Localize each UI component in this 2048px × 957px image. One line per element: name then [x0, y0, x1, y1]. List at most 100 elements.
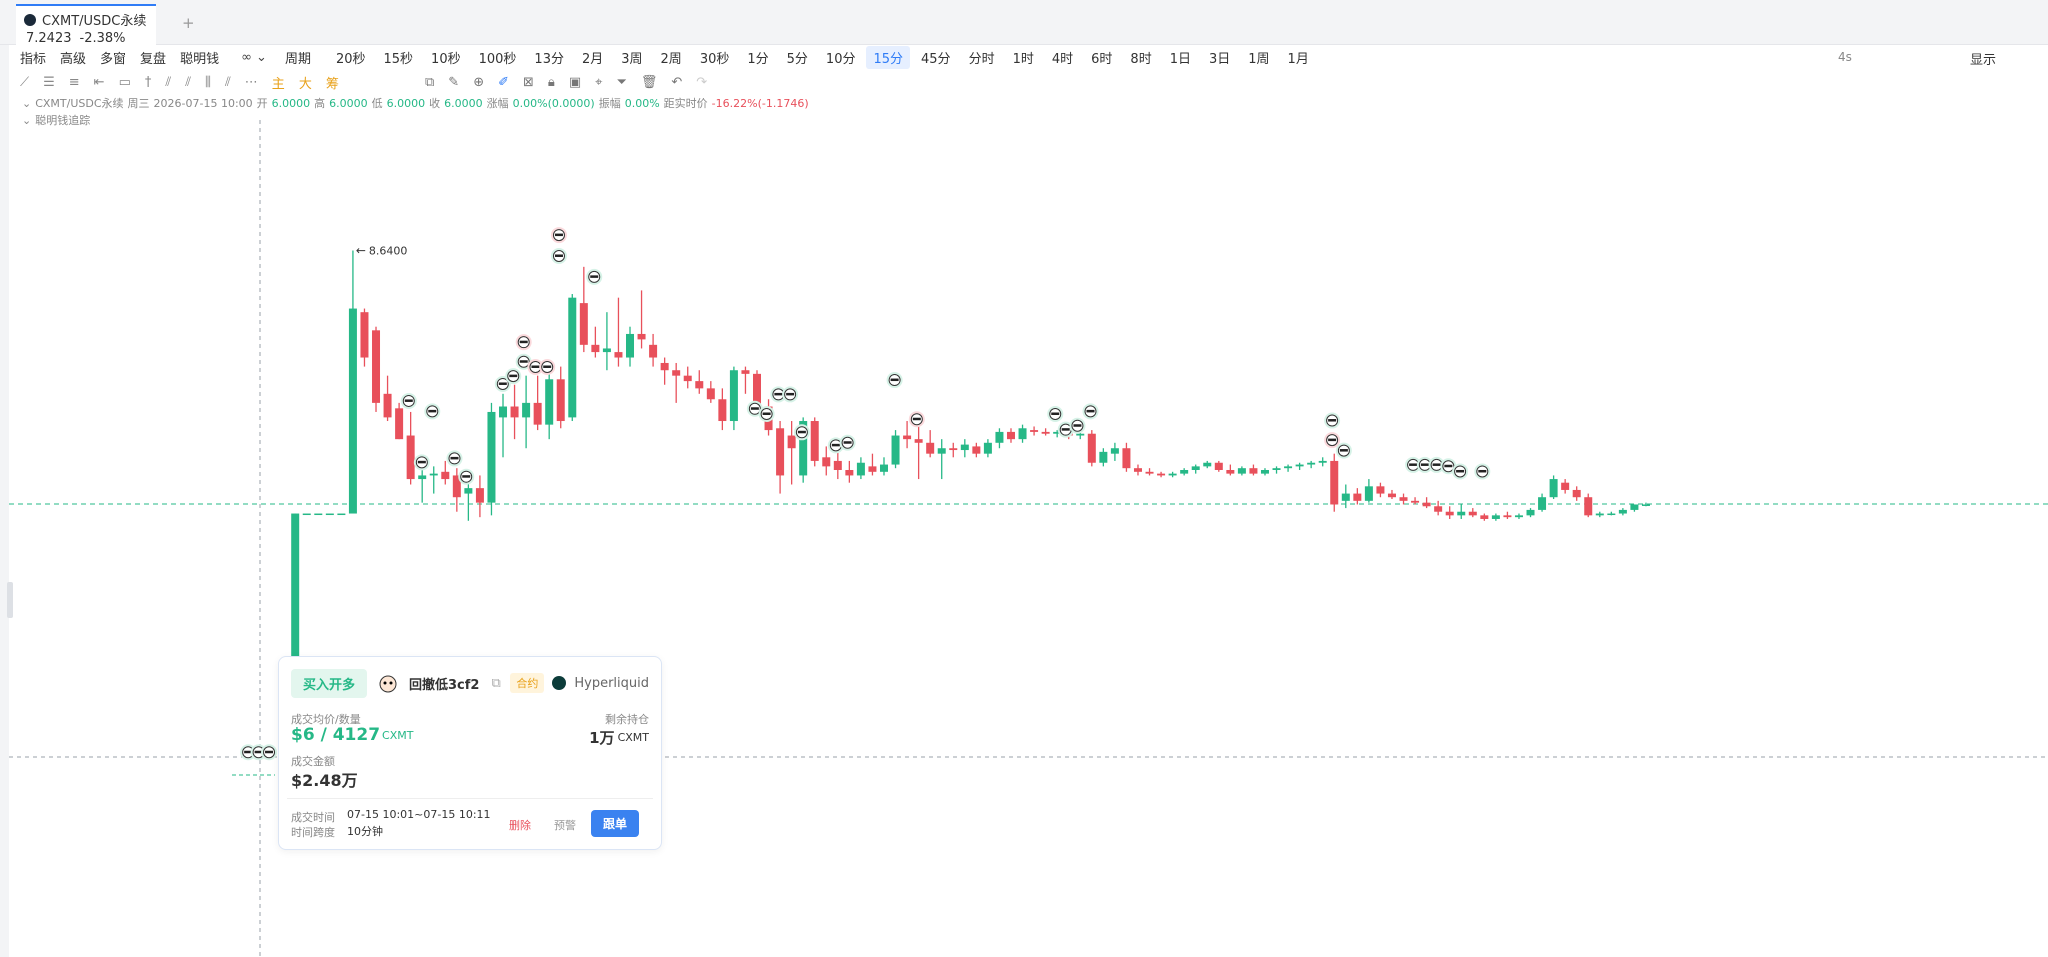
draw-tool[interactable]: 大 — [298, 76, 312, 92]
action: 买入开多 — [291, 669, 368, 698]
trader[interactable]: 回撤低3cf2 — [409, 678, 480, 693]
tool[interactable]: 指标 — [20, 51, 47, 67]
icon-eyes — [509, 374, 518, 378]
period[interactable]: 1分 — [747, 51, 769, 67]
alert-button[interactable]: 预警 — [554, 819, 576, 832]
candle-body — [1030, 430, 1039, 432]
period[interactable]: 20秒 — [335, 51, 366, 67]
trader-icon — [1047, 406, 1064, 423]
tool[interactable]: 复盘 — [140, 51, 167, 67]
icon-eyes — [1328, 438, 1337, 442]
period[interactable]: 30秒 — [699, 51, 730, 67]
time: 07-15 10:01~07-15 10:11 — [347, 808, 491, 821]
period[interactable]: 2周 — [660, 51, 682, 67]
candle-body — [441, 471, 450, 480]
symbol-tab[interactable]: CXMT/USDC永续 7.2423 -2.38% — [16, 4, 156, 46]
candle-body — [903, 435, 912, 440]
smart-money[interactable]: 聪明钱追踪 — [35, 114, 91, 127]
icon-eyes — [1478, 469, 1487, 473]
candle-body — [1226, 469, 1235, 474]
candle-body — [1353, 493, 1362, 501]
candle-body — [348, 308, 357, 514]
add-tab[interactable]: + — [182, 14, 195, 32]
follow-button[interactable]: 跟单 — [591, 810, 640, 837]
period[interactable]: 3日 — [1208, 51, 1231, 67]
unit: CXMT — [617, 731, 649, 744]
icon-eyes — [1073, 424, 1082, 427]
draw-tool[interactable]: 主 — [271, 76, 285, 92]
trader-icon — [782, 386, 799, 403]
period[interactable]: 6时 — [1091, 51, 1113, 67]
candle-body — [1318, 460, 1327, 463]
period[interactable]: 45分 — [921, 51, 951, 67]
candle-body — [1214, 462, 1223, 470]
period[interactable]: 8时 — [1130, 51, 1152, 67]
period[interactable]: 13分 — [534, 51, 564, 67]
period[interactable]: 15分 — [866, 45, 911, 69]
icon-eyes — [1409, 463, 1418, 466]
refresh[interactable]: 4s — [1838, 50, 1852, 64]
trade-card: 买入开多 回撤低3cf2 ⧉ 合约 Hyperliquid 成交均价/数量 $6 … — [278, 656, 662, 850]
period[interactable]: 10分 — [825, 51, 856, 67]
candle-body — [822, 457, 831, 467]
trader-icon — [458, 468, 475, 485]
period[interactable]: 1时 — [1012, 51, 1034, 67]
period[interactable]: 1日 — [1169, 51, 1191, 67]
display[interactable]: 显示 — [1970, 53, 1997, 68]
label: 时间跨度 — [291, 826, 335, 839]
trader-icon — [793, 424, 810, 441]
tab-change: -2.38% — [79, 31, 126, 46]
draw-tool[interactable]: 筹 — [325, 76, 339, 92]
icon-eyes — [1328, 419, 1337, 422]
icon-eyes — [1339, 449, 1348, 452]
period[interactable]: 100秒 — [478, 51, 517, 67]
period[interactable]: 15秒 — [383, 51, 414, 67]
tool[interactable]: 高级 — [60, 51, 87, 67]
period[interactable]: 2月 — [581, 51, 604, 67]
candle-body — [706, 388, 715, 400]
candle-body — [1203, 462, 1212, 467]
icon-eyes — [404, 399, 413, 402]
trader-icon — [839, 434, 856, 451]
info-time: 2026-07-15 10:00 — [153, 96, 253, 110]
candle-body — [1341, 493, 1350, 501]
smart-money-row: ⌄ 聪明钱追踪 — [22, 113, 91, 128]
candle-body — [799, 421, 808, 476]
trader-icon — [413, 454, 430, 471]
tag: 合约 — [510, 673, 545, 693]
icon-eyes — [265, 750, 274, 754]
icon-eyes — [912, 417, 921, 421]
icon-eyes — [1432, 463, 1441, 466]
trader-icon — [1324, 412, 1341, 429]
delete-button[interactable]: 删除 — [509, 819, 531, 832]
period[interactable]: 1周 — [1248, 51, 1270, 67]
trader-icon — [1452, 463, 1469, 480]
period[interactable]: 4时 — [1051, 51, 1074, 67]
period-label[interactable]: 周期 — [284, 51, 311, 67]
candle-body — [1307, 462, 1316, 465]
period[interactable]: 1月 — [1287, 51, 1309, 67]
period[interactable]: 3周 — [621, 51, 643, 67]
icon-eyes — [1444, 464, 1453, 468]
tab-bar — [0, 0, 2048, 45]
amount: $2.48万 — [291, 771, 358, 790]
info-value: -16.22%(-1.1746) — [711, 96, 809, 110]
candle-body — [1237, 468, 1246, 474]
trader-icon — [758, 406, 775, 423]
tool[interactable]: 多窗 — [100, 51, 127, 67]
label: 成交均价/数量 — [291, 713, 361, 726]
tool[interactable]: 聪明钱 — [180, 51, 220, 67]
candle-body — [510, 406, 519, 418]
period[interactable]: 分时 — [968, 51, 995, 67]
trader-icon — [424, 403, 441, 420]
info-label: 低 — [371, 97, 383, 110]
candle-body — [1618, 509, 1627, 514]
trader-icon — [261, 744, 278, 761]
period[interactable]: 10秒 — [431, 51, 461, 67]
trader-icon — [1082, 403, 1099, 420]
period[interactable]: 5分 — [786, 51, 808, 67]
trader-icon — [1474, 463, 1491, 480]
trader-icon — [1335, 442, 1352, 459]
candle-body — [649, 344, 658, 358]
candle-body — [1595, 513, 1604, 516]
